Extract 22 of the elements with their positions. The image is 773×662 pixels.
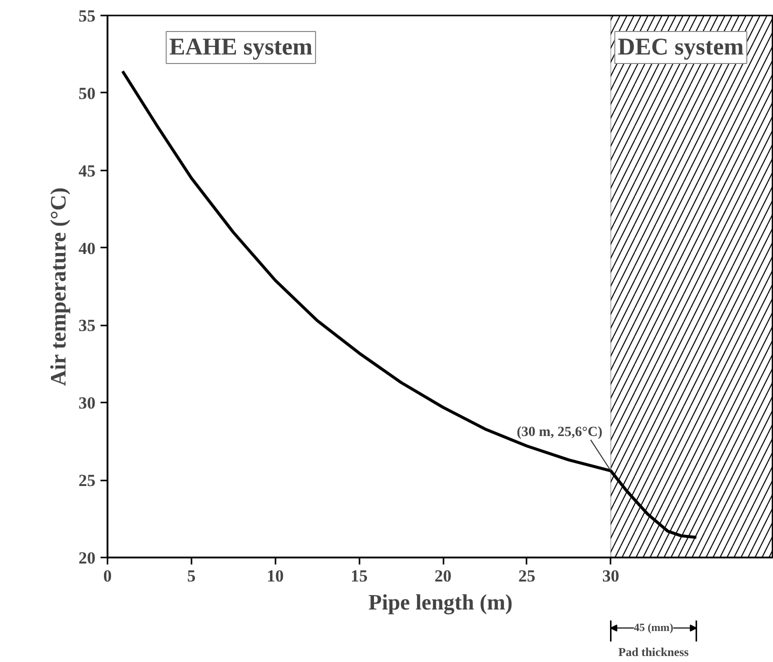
- annotation: EAHE system: [169, 34, 313, 60]
- text: 45 (mm): [634, 622, 674, 634]
- x-tick-label: 0: [103, 566, 112, 586]
- x-tick-label: 20: [434, 566, 452, 586]
- y-tick-label: 45: [78, 161, 96, 180]
- x-tick-label: 5: [187, 566, 196, 586]
- x-tick-label: 15: [350, 566, 368, 586]
- x-tick-label: 10: [266, 566, 284, 586]
- y-tick-label: 35: [78, 316, 96, 336]
- y-axis-title: Air temperature (°C): [46, 187, 70, 386]
- y-tick-label: 20: [78, 548, 96, 568]
- band-label: DEC system: [618, 34, 744, 60]
- x-tick-label: 25: [518, 566, 536, 586]
- x-tick-label: 30: [602, 566, 620, 586]
- y-tick-label: 30: [78, 394, 96, 413]
- y-tick-label: 40: [78, 238, 96, 258]
- x-axis-title: Pipe length (m): [368, 590, 513, 614]
- y-tick-label: 55: [78, 6, 96, 26]
- annotation: (30 m, 25,6°C): [516, 424, 603, 440]
- y-tick-label: 25: [78, 471, 96, 490]
- text: Pad thickness: [618, 645, 690, 659]
- y-tick-label: 50: [78, 84, 96, 103]
